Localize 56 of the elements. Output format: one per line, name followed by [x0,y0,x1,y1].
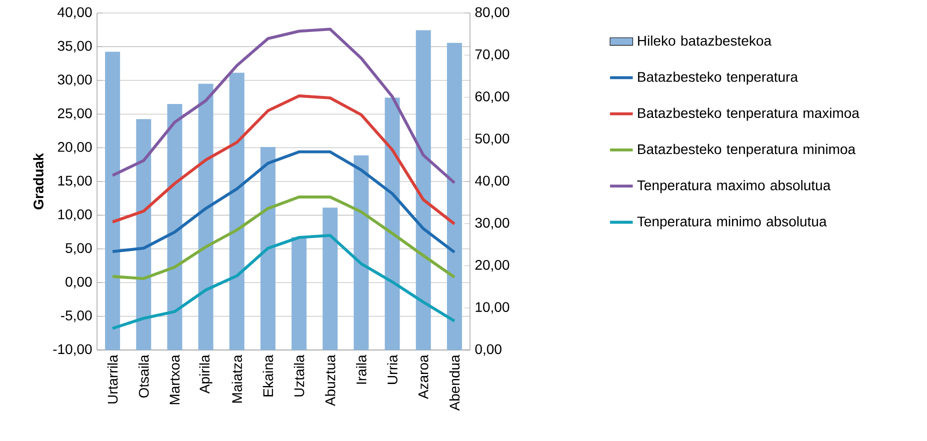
y2-tick-label: 10,00 [476,302,510,314]
y-tick-label: 5,00 [66,243,92,255]
y-tick-label: 30,00 [58,74,92,86]
line-series [111,234,456,330]
x-tick-label: Iraila [356,354,366,384]
x-tick-label: Urria [387,354,398,384]
x-tick-label: Azaroa [418,354,428,400]
y2-tick-label: 60,00 [475,91,510,104]
x-tick-label: Uztaila [294,354,304,396]
legend-label: Tenperatura maximo absolutua [637,180,831,194]
x-tick-label: Urtarrila [107,354,118,404]
bar [229,72,244,350]
y2-tick-label: 30,00 [475,218,510,230]
y2-tick-label: 80,00 [475,7,510,19]
y2-tick-label: 70,00 [475,49,510,61]
legend-label: Batazbesteko tenperatura minimoa [638,144,856,157]
x-tick-label: Martxoa [170,354,180,404]
legend-label: Batazbesteko tenperatura maximoa [638,108,860,121]
bar [322,208,338,350]
y-axis-title: Graduak [33,153,44,210]
x-tick-label: Otsaila [138,354,149,398]
y2-tick-label: 0,00 [475,344,502,356]
x-tick-label: Abuztua [324,354,336,406]
y-tick-label: 15,00 [58,176,92,188]
bar [260,146,276,350]
y-tick-label: 35,00 [58,40,92,52]
y2-tick-label: 20,00 [475,260,510,272]
y-tick-label: 0,00 [66,276,92,288]
y2-tick-label: 50,00 [475,134,510,146]
bar [354,155,369,350]
y-tick-label: 25,00 [58,108,92,120]
x-tick-label: Maiatza [232,354,242,403]
y2-tick-label: 40,00 [475,176,510,188]
line-series [111,150,456,254]
y-tick-label: 40,00 [58,7,92,19]
line-series [111,94,456,226]
bar [167,104,182,350]
line-series [111,28,456,184]
x-tick-label: Apirila [199,354,212,394]
legend-label: Tenperatura minimo absolutua [637,216,827,230]
y-tick-label: 20,00 [58,142,92,154]
bar [384,98,400,350]
bar [292,237,307,350]
x-tick-label: Abendua [449,354,460,411]
bar [446,42,462,350]
y-tick-label: -5,00 [61,310,92,322]
bar [416,30,431,350]
line-series [111,196,456,280]
bar [105,52,120,350]
x-tick-label: Ekaina [262,354,274,396]
legend-label: Batazbesteko tenperatura [638,72,798,85]
bar [198,84,214,350]
y-tick-label: -10,00 [53,344,92,356]
legend-label: Hileko batazbestekoa [638,35,772,46]
bar [136,119,152,350]
y-tick-label: 10,00 [58,209,92,221]
